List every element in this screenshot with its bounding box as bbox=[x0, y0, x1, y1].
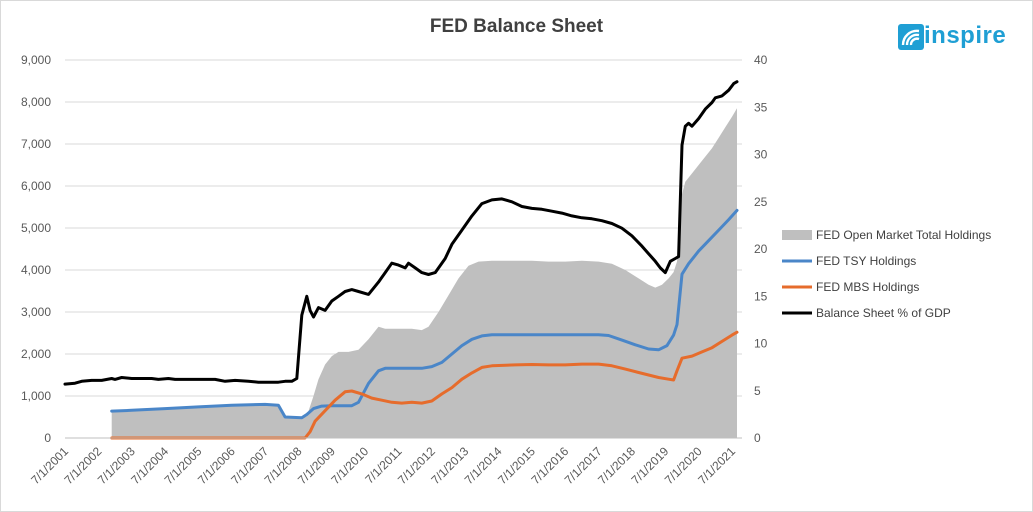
legend-label: FED Open Market Total Holdings bbox=[816, 228, 991, 242]
legend-label: FED TSY Holdings bbox=[816, 254, 916, 268]
left-tick-label: 7,000 bbox=[21, 137, 51, 151]
right-axis-ticks: 0 5 10 15 20 25 30 35 40 bbox=[754, 53, 768, 445]
left-tick-label: 0 bbox=[44, 431, 51, 445]
right-tick-label: 40 bbox=[754, 53, 768, 67]
right-tick-label: 5 bbox=[754, 384, 761, 398]
wifi-arc-icon bbox=[898, 24, 924, 50]
x-tick-label: 7/1/2021 bbox=[695, 444, 738, 487]
right-tick-label: 35 bbox=[754, 100, 768, 114]
line-mbs-holdings bbox=[110, 330, 739, 440]
chart-title: FED Balance Sheet bbox=[429, 16, 604, 37]
left-tick-label: 6,000 bbox=[21, 179, 51, 193]
x-axis-ticks: 7/1/20017/1/20027/1/20037/1/20047/1/2005… bbox=[28, 444, 738, 487]
legend: FED Open Market Total Holdings FED TSY Ho… bbox=[782, 228, 991, 320]
left-axis-ticks: 0 1,000 2,000 3,000 4,000 5,000 6,000 7,000 8,00… bbox=[21, 53, 51, 445]
legend-label: FED MBS Holdings bbox=[816, 280, 919, 294]
logo-text: inspire bbox=[924, 22, 1007, 49]
left-tick-label: 2,000 bbox=[21, 347, 51, 361]
left-tick-label: 1,000 bbox=[21, 389, 51, 403]
area-total-holdings bbox=[111, 108, 737, 439]
right-tick-label: 10 bbox=[754, 337, 768, 351]
right-tick-label: 20 bbox=[754, 242, 768, 256]
right-tick-label: 15 bbox=[754, 289, 768, 303]
right-tick-label: 25 bbox=[754, 195, 768, 209]
left-tick-label: 5,000 bbox=[21, 221, 51, 235]
series-layer bbox=[63, 80, 739, 440]
left-tick-label: 3,000 bbox=[21, 305, 51, 319]
legend-swatch-area bbox=[782, 230, 812, 240]
left-tick-label: 9,000 bbox=[21, 53, 51, 67]
right-tick-label: 0 bbox=[754, 431, 761, 445]
right-tick-label: 30 bbox=[754, 148, 768, 162]
left-tick-label: 8,000 bbox=[21, 95, 51, 109]
inspire-logo: inspire bbox=[898, 20, 1008, 56]
left-tick-label: 4,000 bbox=[21, 263, 51, 277]
line-tsy-holdings bbox=[110, 208, 739, 420]
legend-label: Balance Sheet % of GDP bbox=[816, 306, 951, 320]
line-balance-sheet-gdp bbox=[63, 80, 739, 386]
